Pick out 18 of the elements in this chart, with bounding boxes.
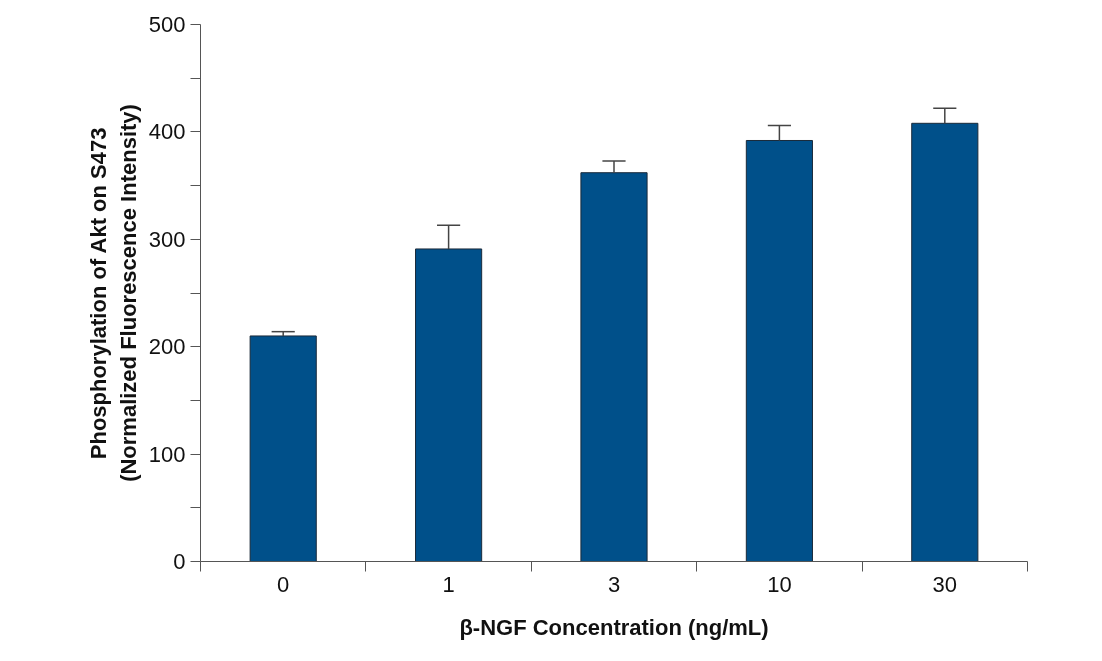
bar xyxy=(745,139,813,562)
bar xyxy=(415,248,483,562)
x-tick-label: 3 xyxy=(607,571,621,597)
x-tick-label: 1 xyxy=(442,571,455,597)
x-tick-label: 0 xyxy=(277,571,290,597)
x-tick-label: 30 xyxy=(932,571,958,597)
bar xyxy=(249,335,317,562)
bar xyxy=(580,172,648,562)
y-axis-title: Phosphorylation of Akt on S473 (Normalized Fluorescence Intensity) xyxy=(85,104,141,482)
bar xyxy=(911,122,979,562)
y-tick-label: 300 xyxy=(148,226,186,252)
y-tick-label: 200 xyxy=(148,334,186,360)
y-tick-label: 400 xyxy=(148,119,186,145)
x-axis-title: β-NGF Concentration (ng/mL) xyxy=(459,614,769,640)
y-tick-label: 100 xyxy=(148,441,186,467)
y-tick-label: 500 xyxy=(148,12,186,37)
x-tick-label: 10 xyxy=(767,571,792,597)
y-tick-label: 0 xyxy=(173,549,186,574)
